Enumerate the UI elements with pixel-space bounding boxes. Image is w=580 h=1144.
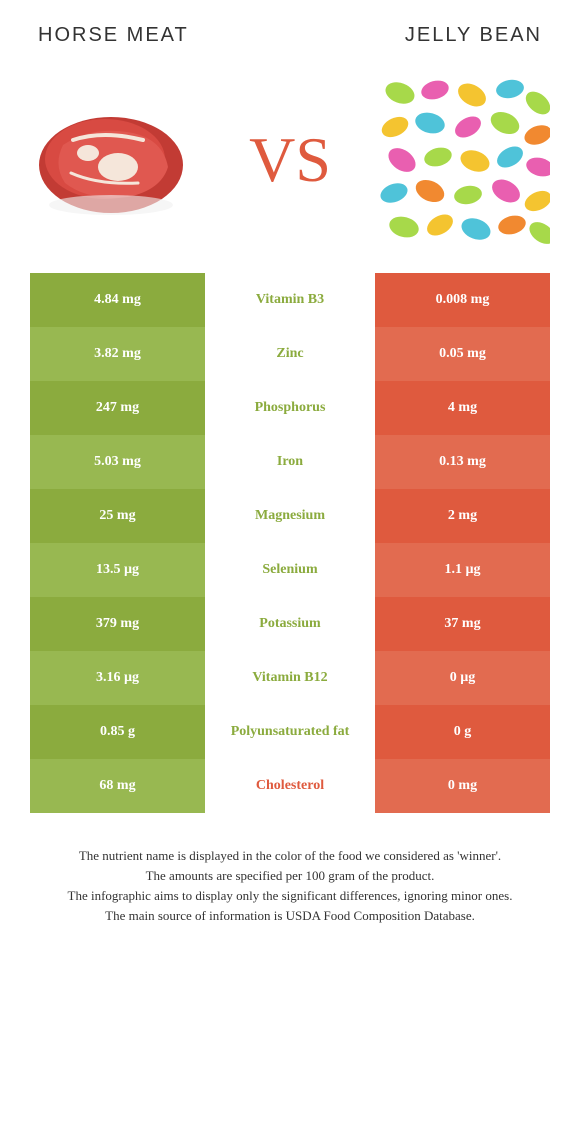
right-value: 37 mg xyxy=(375,597,550,651)
left-value: 379 mg xyxy=(30,597,205,651)
table-row: 25 mgMagnesium2 mg xyxy=(30,489,550,543)
left-value: 4.84 mg xyxy=(30,273,205,327)
nutrient-name: Magnesium xyxy=(205,489,375,543)
right-value: 0.13 mg xyxy=(375,435,550,489)
nutrient-name: Vitamin B3 xyxy=(205,273,375,327)
horse-meat-image xyxy=(30,75,200,245)
footnote-line: The amounts are specified per 100 gram o… xyxy=(36,867,544,886)
footnote-line: The main source of information is USDA F… xyxy=(36,907,544,926)
right-value: 1.1 µg xyxy=(375,543,550,597)
left-value: 3.82 mg xyxy=(30,327,205,381)
images-row: VS xyxy=(30,75,550,245)
right-value: 2 mg xyxy=(375,489,550,543)
header-row: HORSE MEAT JELLY BEAN xyxy=(30,24,550,47)
comparison-table: 4.84 mgVitamin B30.008 mg3.82 mgZinc0.05… xyxy=(30,273,550,813)
nutrient-name: Vitamin B12 xyxy=(205,651,375,705)
table-row: 0.85 gPolyunsaturated fat0 g xyxy=(30,705,550,759)
right-value: 4 mg xyxy=(375,381,550,435)
nutrient-name: Phosphorus xyxy=(205,381,375,435)
table-row: 4.84 mgVitamin B30.008 mg xyxy=(30,273,550,327)
left-value: 68 mg xyxy=(30,759,205,813)
right-value: 0 g xyxy=(375,705,550,759)
table-row: 13.5 µgSelenium1.1 µg xyxy=(30,543,550,597)
table-row: 247 mgPhosphorus4 mg xyxy=(30,381,550,435)
nutrient-name: Selenium xyxy=(205,543,375,597)
nutrient-name: Polyunsaturated fat xyxy=(205,705,375,759)
footnotes: The nutrient name is displayed in the co… xyxy=(30,847,550,925)
left-value: 3.16 µg xyxy=(30,651,205,705)
table-row: 379 mgPotassium37 mg xyxy=(30,597,550,651)
infographic-container: HORSE MEAT JELLY BEAN VS xyxy=(0,0,580,946)
nutrient-name: Cholesterol xyxy=(205,759,375,813)
title-right: JELLY BEAN xyxy=(405,24,542,47)
jellybean-icon xyxy=(380,75,550,245)
right-value: 0 mg xyxy=(375,759,550,813)
footnote-line: The infographic aims to display only the… xyxy=(36,887,544,906)
table-row: 3.16 µgVitamin B120 µg xyxy=(30,651,550,705)
left-value: 5.03 mg xyxy=(30,435,205,489)
vs-label: VS xyxy=(249,123,331,197)
table-row: 3.82 mgZinc0.05 mg xyxy=(30,327,550,381)
left-value: 25 mg xyxy=(30,489,205,543)
left-value: 0.85 g xyxy=(30,705,205,759)
nutrient-name: Iron xyxy=(205,435,375,489)
title-left: HORSE MEAT xyxy=(38,24,189,47)
jelly-bean-image xyxy=(380,75,550,245)
meat-icon xyxy=(33,95,198,225)
footnote-line: The nutrient name is displayed in the co… xyxy=(36,847,544,866)
table-row: 68 mgCholesterol0 mg xyxy=(30,759,550,813)
nutrient-name: Potassium xyxy=(205,597,375,651)
table-row: 5.03 mgIron0.13 mg xyxy=(30,435,550,489)
right-value: 0 µg xyxy=(375,651,550,705)
right-value: 0.05 mg xyxy=(375,327,550,381)
nutrient-name: Zinc xyxy=(205,327,375,381)
left-value: 13.5 µg xyxy=(30,543,205,597)
left-value: 247 mg xyxy=(30,381,205,435)
right-value: 0.008 mg xyxy=(375,273,550,327)
